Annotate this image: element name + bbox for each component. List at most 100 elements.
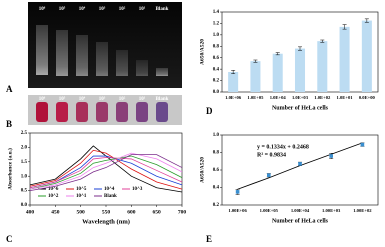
x-tick-label: 1.00E+05 bbox=[260, 208, 279, 213]
y-tick-label: 1.5 bbox=[21, 160, 28, 165]
gel-smears bbox=[36, 25, 168, 76]
gel-lane-label: 10⁶ bbox=[39, 6, 46, 12]
x-tick-label: 450 bbox=[51, 209, 60, 215]
y-tick-label: 0.4 bbox=[213, 186, 220, 191]
spectrum-line bbox=[29, 155, 183, 190]
bar bbox=[294, 48, 306, 92]
fit-annotation: y = 0.1334x + 0.2468 bbox=[257, 144, 309, 150]
gel-lane-label: Blank bbox=[156, 7, 169, 12]
y-tick-label: 2.5 bbox=[21, 131, 28, 136]
y-axis-label: A650/A520 bbox=[199, 157, 205, 183]
x-tick-label: 1.0E+02 bbox=[314, 95, 331, 100]
y-tick-label: 0.0 bbox=[21, 203, 28, 208]
spectrum-line bbox=[29, 154, 183, 191]
error-bar bbox=[320, 39, 325, 43]
y-tick-label: 0.5 bbox=[21, 189, 28, 194]
legend-label: 10^1 bbox=[76, 194, 87, 199]
legend-label: 10^4 bbox=[104, 187, 115, 192]
y-tick-label: 1.0 bbox=[213, 133, 220, 138]
y-tick-label: 0.8 bbox=[213, 151, 220, 156]
x-tick-label: 1.0E+05 bbox=[247, 95, 264, 100]
error-bar bbox=[275, 52, 280, 56]
tube-label: 10⁶ bbox=[39, 96, 46, 102]
data-point bbox=[235, 190, 240, 194]
y-tick-label: 1.2 bbox=[213, 22, 220, 27]
bar bbox=[228, 72, 239, 92]
x-tick-label: 600 bbox=[127, 209, 136, 215]
y-tick-label: 0.2 bbox=[213, 203, 220, 208]
fit-annotation: R² = 0.9834 bbox=[257, 152, 286, 158]
spectrum-line bbox=[29, 145, 183, 193]
y-tick-label: 0.0 bbox=[213, 90, 220, 95]
spectrum-line bbox=[29, 155, 183, 189]
x-tick-label: 1.0E+01 bbox=[337, 95, 354, 100]
panel-label: B bbox=[6, 119, 12, 129]
x-tick-label: 1.0E+06 bbox=[225, 95, 242, 100]
y-tick-label: 2.0 bbox=[21, 146, 28, 151]
error-bar bbox=[253, 59, 258, 63]
y-tick-label: 1.0 bbox=[213, 33, 220, 38]
legend-label: 10^5 bbox=[76, 187, 87, 192]
x-tick-label: 700 bbox=[178, 209, 187, 215]
bar bbox=[317, 41, 328, 92]
x-tick-label: 1.0E+03 bbox=[292, 95, 309, 100]
error-bar bbox=[298, 46, 302, 51]
tube-label: Blank bbox=[156, 97, 169, 102]
x-tick-label: 1.0E+04 bbox=[270, 95, 287, 100]
x-axis-label: Number of HeLa cells bbox=[272, 218, 329, 224]
x-axis-label: Number of HeLa cells bbox=[272, 105, 329, 111]
y-tick-label: 0.6 bbox=[213, 168, 220, 173]
data-point bbox=[298, 162, 302, 166]
spectrum-line bbox=[29, 149, 183, 190]
x-tick-label: 1.00E+02 bbox=[353, 208, 372, 213]
panel-label: C bbox=[6, 234, 13, 244]
y-tick-label: 1.0 bbox=[21, 174, 28, 179]
legend-label: 10^6 bbox=[48, 187, 59, 192]
y-tick-label: 0.2 bbox=[213, 79, 220, 84]
bar bbox=[361, 20, 372, 93]
panel-label: E bbox=[206, 234, 212, 244]
y-axis-label: A650/A520 bbox=[199, 39, 205, 65]
tube-label: 10³ bbox=[99, 96, 106, 102]
gel-lane-label: 10⁴ bbox=[79, 6, 86, 12]
legend-label: 10^3 bbox=[132, 187, 143, 192]
y-tick-label: 1.4 bbox=[213, 10, 220, 15]
data-point bbox=[329, 154, 333, 158]
x-tick-label: 550 bbox=[102, 209, 111, 215]
x-tick-label: 1.00E+06 bbox=[228, 208, 247, 213]
bar bbox=[272, 53, 283, 92]
error-bar bbox=[231, 70, 236, 74]
tubes bbox=[36, 102, 168, 122]
data-point bbox=[360, 142, 365, 147]
gel-lane-label: 10¹ bbox=[139, 6, 146, 12]
y-tick-label: 0.6 bbox=[213, 56, 220, 61]
data-point bbox=[267, 173, 271, 178]
x-tick-label: 1.00E+03 bbox=[322, 208, 341, 213]
x-tick-label: 1.00E+04 bbox=[291, 208, 310, 213]
tube-label: 10² bbox=[119, 96, 126, 102]
spectrum-line bbox=[29, 157, 183, 189]
x-axis-label: Wavelength (nm) bbox=[82, 218, 130, 225]
legend-label: 10^2 bbox=[48, 194, 59, 199]
spectrum-line bbox=[29, 152, 183, 190]
tube-label: 10¹ bbox=[139, 96, 146, 102]
y-axis-label: Absorbance (a.u.) bbox=[6, 148, 13, 190]
bar bbox=[250, 61, 261, 92]
x-tick-label: 650 bbox=[153, 209, 162, 215]
error-bar bbox=[342, 24, 347, 30]
x-tick-label: 500 bbox=[77, 209, 86, 215]
tube-label: 10⁴ bbox=[79, 96, 86, 102]
bar bbox=[339, 26, 350, 92]
x-tick-label: 0.0E+00 bbox=[359, 95, 376, 100]
y-tick-label: 0.4 bbox=[213, 67, 220, 72]
gel-lane-label: 10² bbox=[119, 6, 126, 12]
gel-lane-label: 10³ bbox=[99, 6, 106, 12]
gel-lane-label: 10⁵ bbox=[59, 6, 66, 12]
x-tick-label: 400 bbox=[26, 209, 35, 215]
panel-label: A bbox=[6, 84, 13, 94]
legend-label: Blank bbox=[104, 194, 117, 199]
error-bar bbox=[364, 18, 369, 23]
panel-label: D bbox=[206, 106, 213, 116]
y-tick-label: 0.8 bbox=[213, 44, 220, 49]
